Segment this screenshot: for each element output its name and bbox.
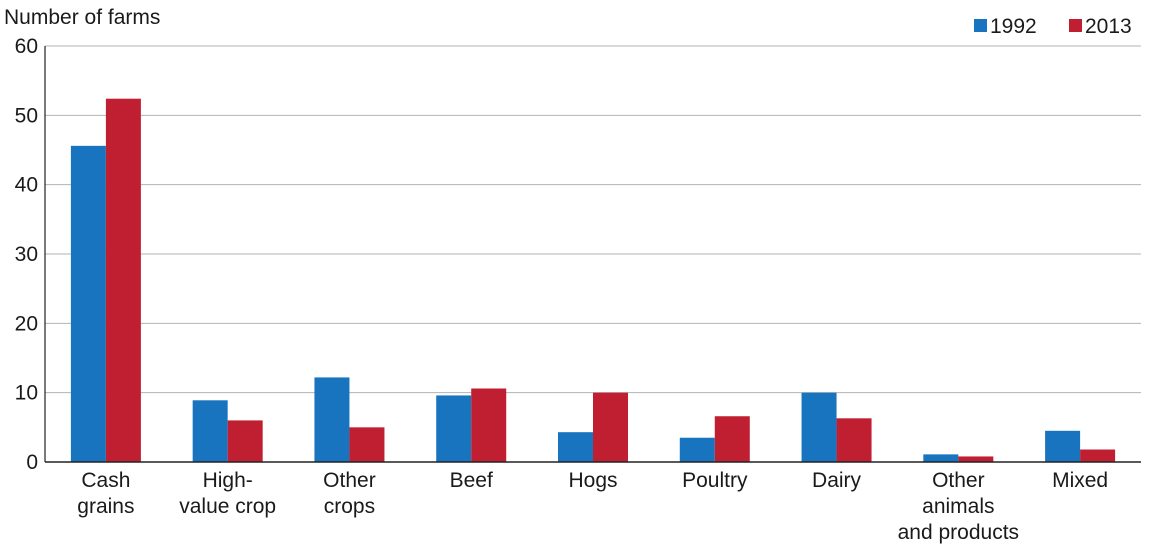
x-tick-label: Poultry [682,469,748,492]
bar-1992 [923,454,959,462]
y-tick-label: 0 [26,451,38,474]
bar-1992 [679,437,715,462]
x-axis-labels: Cash grains High-value crop Other crops Beef H… [77,469,1108,544]
y-tick-label: 30 [15,243,38,266]
y-tick-label: 20 [15,312,38,335]
bar-2013 [349,427,385,462]
x-tick-label: Beef [450,469,493,492]
bar-2013 [105,98,141,463]
y-tick-label: 60 [15,35,38,58]
bar-1992 [436,395,472,462]
y-axis-ticks: 0 10 20 30 40 50 60 [15,35,38,474]
y-tick-label: 10 [15,382,38,405]
x-tick-label: Hogs [568,469,617,492]
gridlines [45,45,1141,394]
bar-1992 [1045,430,1081,462]
bar-2013 [836,418,872,462]
legend-swatch-2013 [1069,19,1082,32]
legend-label-1992: 1992 [990,15,1037,38]
bar-1992 [558,432,593,462]
x-tick-label: Other animals and products [898,469,1019,544]
bar-2013 [471,388,507,462]
bar-1992 [801,392,837,462]
bar-1992 [192,400,228,462]
y-tick-label: 40 [15,174,38,197]
legend: 1992 2013 [974,15,1132,38]
y-axis-label: Number of farms [4,6,160,29]
bar-2013 [227,420,263,462]
bar-2013 [714,416,750,462]
bar-2013 [593,392,628,462]
x-tick-label: Other crops [323,469,376,518]
legend-label-2013: 2013 [1085,15,1132,38]
x-tick-label: Dairy [812,469,862,492]
y-tick-label: 50 [15,104,38,127]
bar-1992 [70,145,106,462]
x-tick-label: Cash grains [77,469,134,518]
x-tick-label: High-value crop [179,469,276,518]
bars [70,98,1116,463]
legend-swatch-1992 [974,19,987,32]
bar-2013 [1080,449,1116,462]
bar-2013 [958,456,994,462]
bar-1992 [314,377,350,462]
x-tick-label: Mixed [1052,469,1108,492]
